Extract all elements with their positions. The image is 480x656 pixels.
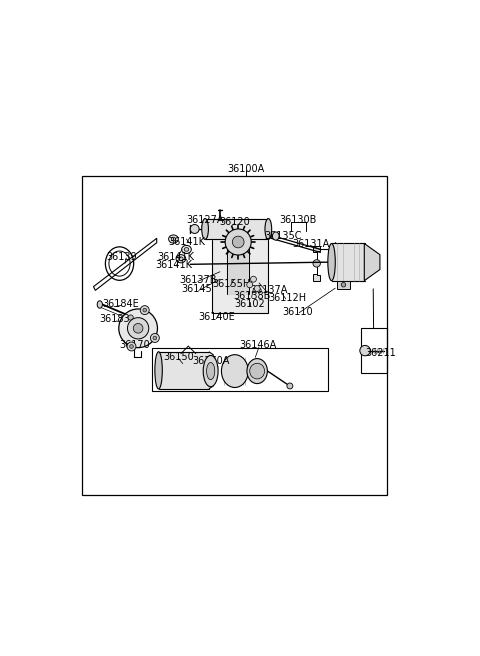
Text: 36112H: 36112H (269, 293, 307, 303)
Text: 36183: 36183 (100, 314, 131, 324)
Text: 36100A: 36100A (228, 165, 264, 174)
Text: 36146A: 36146A (239, 340, 276, 350)
Text: 36102: 36102 (234, 300, 265, 310)
Polygon shape (337, 281, 350, 289)
Ellipse shape (171, 237, 176, 241)
Text: 36137B: 36137B (179, 275, 216, 285)
Ellipse shape (206, 363, 215, 380)
Text: 36170A: 36170A (192, 356, 229, 366)
Circle shape (150, 333, 159, 342)
Text: 36120: 36120 (219, 217, 250, 227)
Circle shape (130, 344, 133, 348)
Text: 36140E: 36140E (198, 312, 235, 322)
Text: 36131A: 36131A (292, 239, 330, 249)
Circle shape (313, 260, 321, 267)
Circle shape (128, 318, 149, 339)
Text: 36130B: 36130B (279, 215, 317, 226)
Ellipse shape (202, 218, 208, 239)
Text: 36141K: 36141K (155, 260, 192, 270)
Ellipse shape (176, 255, 186, 263)
Circle shape (254, 285, 260, 291)
Ellipse shape (221, 355, 248, 388)
Ellipse shape (179, 257, 183, 260)
Ellipse shape (203, 356, 218, 386)
Text: 36138B: 36138B (233, 291, 270, 301)
Ellipse shape (250, 363, 264, 379)
Circle shape (232, 236, 244, 248)
Circle shape (140, 306, 149, 315)
Circle shape (143, 308, 146, 312)
Ellipse shape (155, 352, 162, 389)
Ellipse shape (273, 232, 279, 240)
Circle shape (127, 342, 136, 351)
Circle shape (360, 346, 370, 356)
Circle shape (247, 282, 252, 288)
Text: 36145: 36145 (181, 284, 212, 294)
Circle shape (119, 309, 157, 348)
Polygon shape (212, 236, 268, 314)
Polygon shape (313, 246, 321, 281)
Polygon shape (364, 243, 380, 281)
Circle shape (128, 315, 133, 320)
Ellipse shape (97, 300, 102, 308)
Circle shape (287, 383, 293, 389)
Ellipse shape (247, 359, 267, 384)
Text: 36150: 36150 (163, 352, 193, 361)
Text: 36141K: 36141K (168, 237, 205, 247)
Text: 36170: 36170 (119, 340, 150, 350)
Circle shape (153, 336, 157, 340)
Circle shape (225, 229, 251, 255)
Text: 36110: 36110 (283, 306, 313, 317)
Text: 36137A: 36137A (251, 285, 288, 295)
Text: 36155H: 36155H (212, 279, 250, 289)
Text: 36139: 36139 (106, 252, 137, 262)
Circle shape (341, 283, 346, 287)
Ellipse shape (184, 247, 189, 251)
Circle shape (251, 276, 256, 282)
Ellipse shape (168, 235, 178, 243)
Text: 36211: 36211 (365, 348, 396, 358)
Circle shape (133, 323, 143, 333)
Text: 36184E: 36184E (102, 298, 139, 309)
Text: 36135C: 36135C (264, 232, 302, 241)
Ellipse shape (181, 245, 192, 253)
Circle shape (190, 224, 199, 234)
Ellipse shape (328, 243, 335, 281)
Text: 36141K: 36141K (157, 252, 194, 262)
Ellipse shape (265, 218, 272, 239)
Text: 36127A: 36127A (186, 215, 224, 224)
